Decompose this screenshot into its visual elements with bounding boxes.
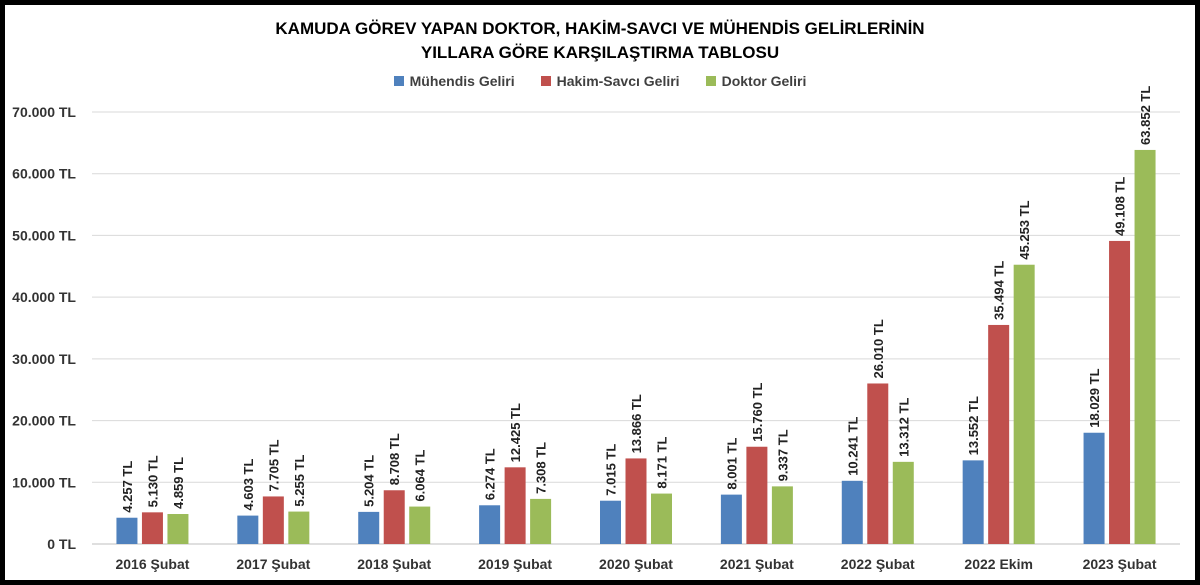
y-tick-label: 0 TL [47,536,76,552]
y-tick-label: 70.000 TL [12,104,76,120]
bar [1083,432,1105,544]
bar [771,486,793,544]
data-label: 49.108 TL [1113,177,1128,236]
legend-swatch-hakim-savci [540,76,551,86]
x-tick-label: 2020 Şubat [599,556,673,572]
bar [116,517,138,544]
chart-title-line1: KAMUDA GÖREV YAPAN DOKTOR, HAKİM-SAVCI V… [275,19,925,38]
bar [1109,240,1131,545]
bar [1013,264,1035,544]
y-tick-label: 50.000 TL [12,227,76,243]
bar [262,496,284,544]
y-tick-label: 20.000 TL [12,413,76,429]
bar [358,511,380,544]
legend-label-hakim-savci: Hakim-Savcı Geliri [556,73,680,89]
bar [962,460,984,544]
legend-item-muhendis: Mühendis Geliri [393,73,515,89]
bar [167,514,189,544]
data-label: 7.705 TL [266,439,281,491]
bar [141,512,163,544]
y-tick-label: 40.000 TL [12,289,76,305]
legend-item-doktor: Doktor Geliri [705,73,807,89]
data-label: 13.312 TL [896,398,911,457]
legend-swatch-muhendis [393,76,404,86]
bar [1134,149,1156,544]
x-tick-label: 2018 Şubat [357,556,431,572]
bar [988,324,1010,544]
bar [600,500,621,544]
data-label: 7.015 TL [604,444,619,496]
legend: Mühendis Geliri Hakim-Savcı Geliri Dokto… [0,73,1200,89]
bar [720,494,742,544]
bar [892,461,914,544]
x-tick-label: 2022 Ekim [964,556,1033,572]
data-label: 4.603 TL [241,459,256,511]
data-label: 15.760 TL [750,382,765,441]
data-label: 35.494 TL [992,261,1007,320]
bar [504,467,526,544]
data-label: 9.337 TL [775,429,790,481]
bar [530,498,552,544]
data-label: 4.257 TL [120,461,135,513]
legend-label-muhendis: Mühendis Geliri [409,73,515,89]
data-label: 6.064 TL [413,449,428,501]
data-label: 7.308 TL [534,442,549,494]
x-tick-label: 2016 Şubat [115,556,189,572]
bar [841,480,863,544]
bar [288,511,310,544]
data-label: 8.001 TL [724,438,739,490]
data-label: 63.852 TL [1138,86,1153,145]
legend-label-doktor: Doktor Geliri [721,73,807,89]
x-tick-label: 2021 Şubat [720,556,794,572]
data-label: 12.425 TL [508,403,523,462]
data-label: 6.274 TL [483,448,498,500]
data-label: 5.204 TL [362,455,377,507]
x-tick-label: 2022 Şubat [841,556,915,572]
data-label: 5.255 TL [292,454,307,506]
y-tick-label: 30.000 TL [12,351,76,367]
legend-swatch-doktor [705,76,716,86]
legend-item-hakim-savci: Hakim-Savcı Geliri [540,73,680,89]
data-label: 18.029 TL [1087,368,1102,427]
y-tick-label: 60.000 TL [12,166,76,182]
x-tick-label: 2023 Şubat [1083,556,1157,572]
bar [651,493,672,544]
data-label: 8.708 TL [387,433,402,485]
bar [479,505,501,544]
bar [867,383,889,544]
bar [237,515,259,544]
data-label: 45.253 TL [1017,200,1032,259]
bar [625,458,647,544]
data-label: 4.859 TL [171,457,186,509]
data-label: 8.171 TL [655,436,670,488]
chart-title-line2: YILLARA GÖRE KARŞILAŞTIRMA TABLOSU [420,43,780,62]
bar [409,506,431,544]
data-label: 13.866 TL [629,394,644,453]
data-label: 26.010 TL [871,319,886,378]
data-label: 10.241 TL [845,416,860,475]
x-tick-label: 2019 Şubat [478,556,552,572]
bar [746,446,768,544]
x-tick-label: 2017 Şubat [236,556,310,572]
bar [383,490,405,544]
data-label: 13.552 TL [966,396,981,455]
y-tick-label: 10.000 TL [12,474,76,490]
data-label: 5.130 TL [145,455,160,507]
